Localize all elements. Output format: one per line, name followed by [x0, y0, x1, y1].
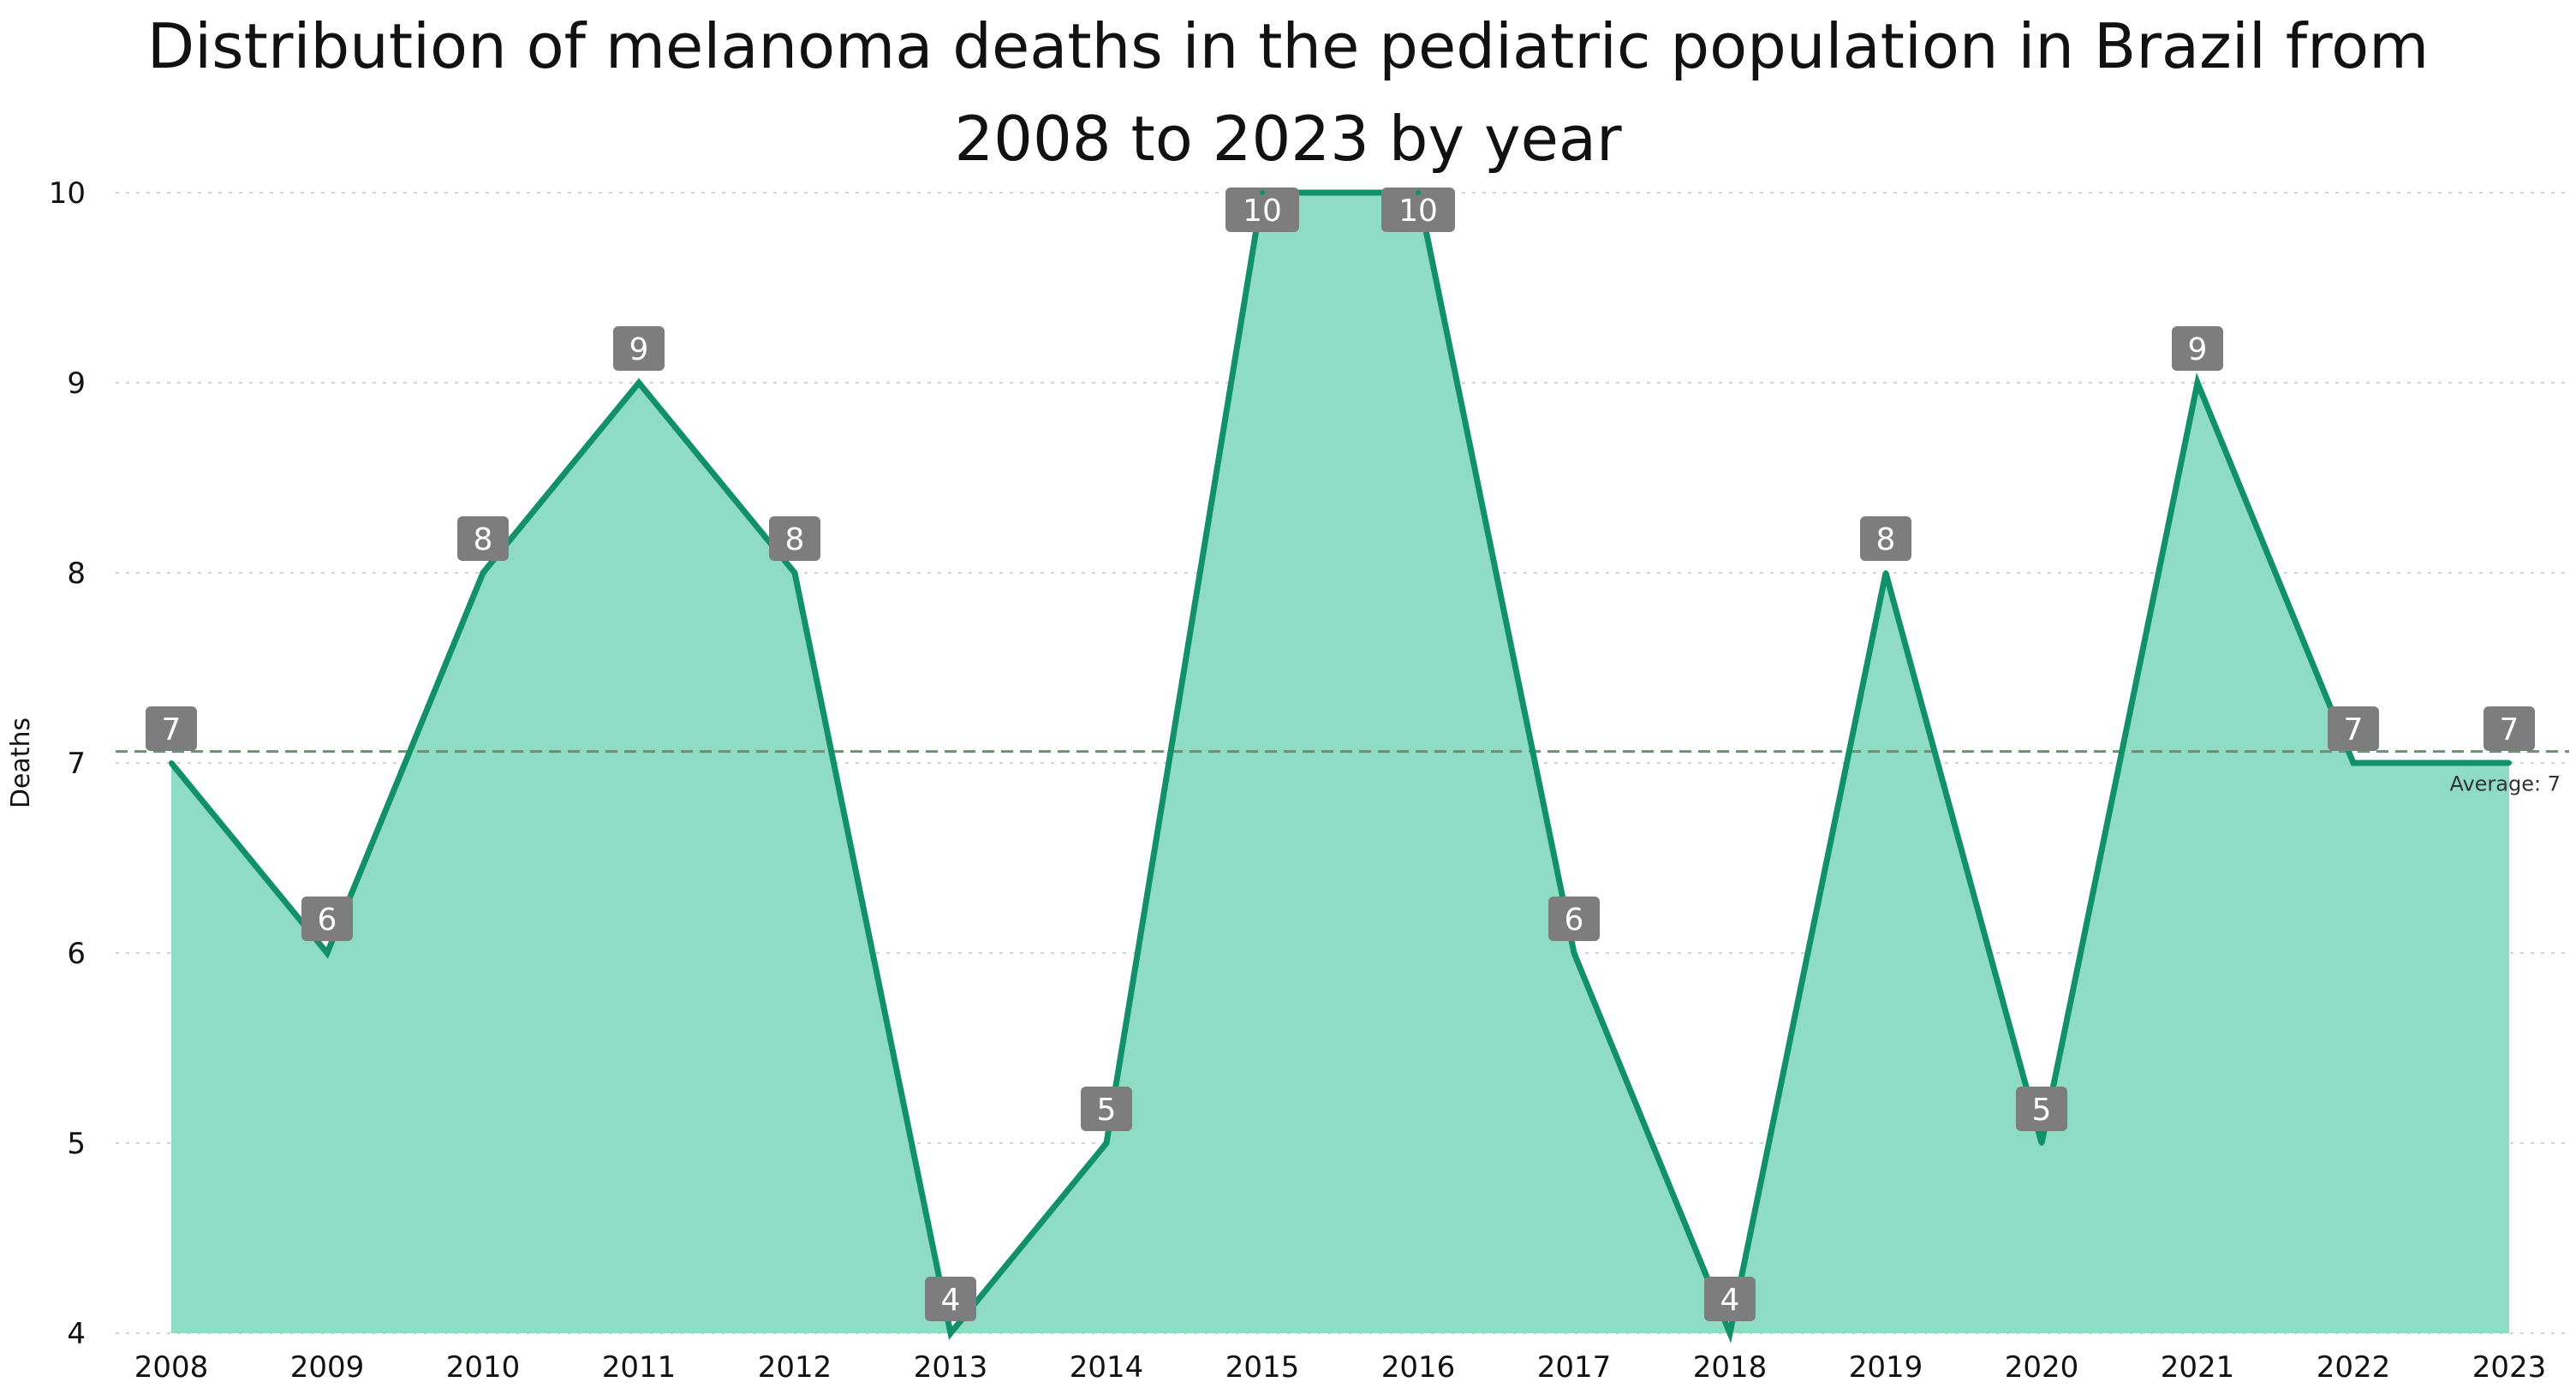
- data-point: [2507, 760, 2512, 765]
- data-label-text: 7: [2500, 712, 2519, 748]
- data-label-box: [769, 516, 820, 561]
- data-label: 9: [613, 326, 665, 371]
- x-tick-label: 2008: [134, 1350, 209, 1385]
- x-tick-label: 2016: [1381, 1350, 1456, 1385]
- y-tick-label: 8: [67, 557, 86, 591]
- data-label-box: [2484, 706, 2535, 751]
- y-tick-label: 5: [67, 1127, 86, 1161]
- y-axis: 4 5 6 7 8 9 10: [49, 176, 86, 1351]
- data-point: [1260, 190, 1265, 195]
- data-point: [2039, 1141, 2044, 1146]
- data-label-text: 5: [1097, 1093, 1117, 1128]
- data-label: 9: [2172, 326, 2223, 371]
- x-tick-label: 2009: [290, 1350, 365, 1385]
- x-tick-label: 2012: [758, 1350, 832, 1385]
- y-tick-label: 6: [67, 937, 86, 971]
- y-tick-label: 7: [67, 747, 86, 781]
- data-label-text: 9: [2188, 332, 2208, 367]
- data-label: 8: [769, 516, 820, 561]
- data-label-text: 10: [1398, 194, 1438, 229]
- x-tick-label: 2018: [1693, 1350, 1768, 1385]
- data-label-box: [2016, 1087, 2067, 1131]
- data-label-text: 5: [2032, 1093, 2052, 1128]
- data-point: [325, 950, 330, 956]
- data-point: [480, 570, 486, 575]
- data-label-text: 7: [162, 712, 182, 748]
- x-tick-label: 2022: [2317, 1350, 2391, 1385]
- data-label: 7: [2484, 706, 2535, 751]
- data-label: 7: [146, 706, 197, 751]
- data-label: 4: [1704, 1277, 1756, 1321]
- data-label-box: [2328, 706, 2379, 751]
- data-label: 7: [2328, 706, 2379, 751]
- data-label: 6: [301, 897, 353, 941]
- data-point: [2195, 380, 2200, 385]
- data-label-box: [1381, 188, 1455, 232]
- data-label: 5: [2016, 1087, 2067, 1131]
- chart-title-line-1: Distribution of melanoma deaths in the p…: [146, 10, 2430, 82]
- data-point: [1727, 1331, 1732, 1336]
- data-label-box: [1860, 516, 1911, 561]
- data-label-text: 6: [1565, 902, 1584, 938]
- data-label-box: [1548, 897, 1600, 941]
- average-label: Average: 7: [2449, 772, 2561, 796]
- data-point: [1104, 1141, 1109, 1146]
- data-point: [169, 760, 174, 765]
- data-label-box: [1704, 1277, 1756, 1321]
- area-fill: [171, 193, 2509, 1333]
- x-tick-label: 2015: [1225, 1350, 1300, 1385]
- data-label: 8: [457, 516, 509, 561]
- x-tick-label: 2017: [1537, 1350, 1612, 1385]
- x-tick-label: 2020: [2005, 1350, 2079, 1385]
- series-line-deaths: [169, 189, 2509, 1343]
- x-tick-label: 2013: [914, 1350, 988, 1385]
- data-label-text: 9: [629, 332, 649, 367]
- data-labels: 7 6 8 9 8 4 5 10 10 6 4 8 5 9 7 7: [146, 188, 2535, 1321]
- data-label-text: 8: [785, 522, 805, 557]
- data-label-text: 4: [1720, 1283, 1740, 1318]
- chart-title-line-2: 2008 to 2023 by year: [954, 103, 1622, 175]
- x-tick-label: 2010: [446, 1350, 521, 1385]
- data-label-box: [1225, 188, 1299, 232]
- data-point: [792, 570, 797, 575]
- x-axis: 2008 2009 2010 2011 2012 2013 2014 2015 2016 2017…: [134, 1350, 2547, 1385]
- data-label: 4: [925, 1277, 976, 1321]
- data-point: [636, 380, 641, 385]
- data-label-text: 10: [1243, 194, 1282, 229]
- y-tick-label: 10: [49, 176, 86, 211]
- data-point: [948, 1331, 953, 1336]
- x-tick-label: 2019: [1849, 1350, 1923, 1385]
- data-label-box: [301, 897, 353, 941]
- data-label: 5: [1081, 1087, 1132, 1131]
- data-label: 8: [1860, 516, 1911, 561]
- data-point: [1883, 570, 1888, 575]
- chart-title: Distribution of melanoma deaths in the p…: [0, 0, 2576, 185]
- data-label-box: [457, 516, 509, 561]
- data-label-text: 6: [318, 902, 337, 938]
- data-label-text: 8: [1876, 522, 1896, 557]
- y-axis-title: Deaths: [6, 718, 36, 808]
- data-label-box: [2172, 326, 2223, 371]
- data-label-text: 8: [474, 522, 493, 557]
- y-tick-label: 4: [67, 1317, 86, 1351]
- x-tick-label: 2014: [1070, 1350, 1144, 1385]
- data-label-box: [1081, 1087, 1132, 1131]
- data-label-text: 7: [2344, 712, 2364, 748]
- data-point: [1571, 950, 1577, 956]
- data-label-box: [613, 326, 665, 371]
- x-tick-label: 2021: [2161, 1350, 2235, 1385]
- data-label-text: 4: [941, 1283, 961, 1318]
- data-label-box: [925, 1277, 976, 1321]
- x-tick-label: 2023: [2472, 1350, 2547, 1385]
- data-point: [2351, 760, 2356, 765]
- data-label: 10: [1381, 188, 1455, 232]
- x-tick-label: 2011: [602, 1350, 677, 1385]
- data-label: 6: [1548, 897, 1600, 941]
- y-tick-label: 9: [67, 366, 86, 401]
- data-point: [1416, 190, 1421, 195]
- data-label-box: [146, 706, 197, 751]
- data-label: 10: [1225, 188, 1299, 232]
